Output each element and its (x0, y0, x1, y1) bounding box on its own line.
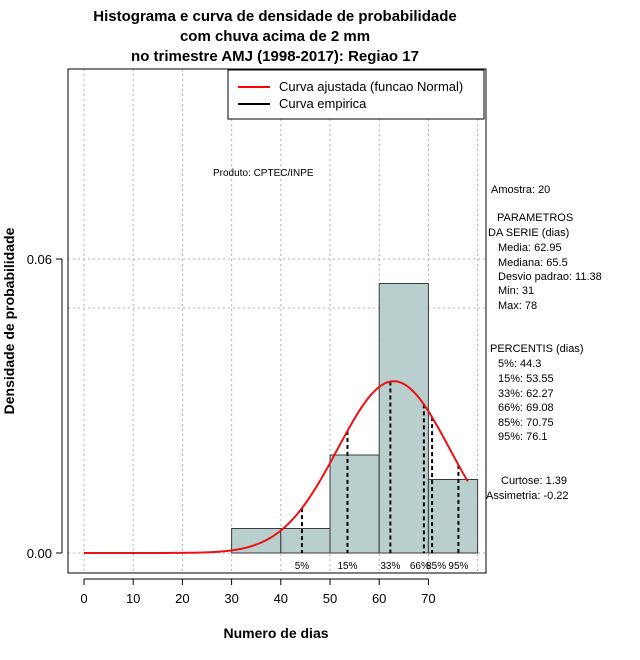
param-max: Max: 78 (498, 300, 537, 312)
histogram-bars (231, 283, 479, 554)
percentiles-title: PERCENTIS (dias) (490, 343, 584, 355)
legend: Curva ajustada (funcao Normal) Curva emp… (227, 69, 485, 120)
x-tick-label: 50 (323, 591, 337, 606)
percentile-lines: 5% 15% 33% 66%85% 95% (295, 381, 469, 572)
histogram-bar (427, 479, 479, 554)
pct-33: 33%: 62.27 (498, 388, 554, 400)
param-stdev: Desvio padrao: 11.38 (498, 271, 602, 283)
pct-66: 66%: 69.08 (498, 402, 554, 414)
x-tick-label: 30 (224, 591, 238, 606)
product-credit: Produto: CPTEC/INPE (213, 168, 314, 179)
chart-title-line-3: no trimestre AMJ (1998-2017): Regiao 17 (131, 48, 419, 65)
legend-label-empirical: Curva empirica (279, 96, 367, 111)
chart-title-line-1: Histograma e curva de densidade de proba… (93, 8, 456, 25)
x-axis: 0 10 20 30 40 50 60 70 (80, 578, 436, 606)
percentile-label: 15% (337, 561, 357, 572)
normal-fit-curve (84, 380, 469, 554)
y-tick-label: 0.00 (27, 546, 52, 561)
stats-panel: Amostra: 20 PARAMETROS DA SERIE (dias) M… (486, 184, 602, 502)
param-min: Min: 31 (498, 285, 534, 297)
x-tick-label: 0 (80, 591, 87, 606)
pct-15: 15%: 53.55 (498, 373, 554, 385)
x-tick-label: 70 (421, 591, 435, 606)
param-mean: Media: 62.95 (498, 242, 562, 254)
skewness: Assimetria: -0.22 (486, 490, 569, 502)
pct-85: 85%: 70.75 (498, 417, 554, 429)
sample-size: Amostra: 20 (491, 184, 550, 196)
parameters-title-2: DA SERIE (dias) (488, 227, 569, 239)
y-tick-label: 0.06 (27, 252, 52, 267)
percentile-label: 33% (380, 561, 400, 572)
parameters-title-1: PARAMETROS (497, 212, 573, 224)
pct-5: 5%: 44.3 (498, 358, 541, 370)
kurtosis: Curtose: 1.39 (501, 475, 567, 487)
percentile-label: 85% (426, 561, 446, 572)
pct-95: 95%: 76.1 (498, 431, 548, 443)
plot-frame (67, 68, 487, 574)
x-tick-label: 10 (126, 591, 140, 606)
percentile-label: 95% (448, 561, 468, 572)
param-median: Mediana: 65.5 (498, 257, 568, 269)
x-axis-label: Numero de dias (223, 625, 328, 641)
histogram-bar (378, 283, 429, 554)
legend-box (227, 69, 485, 120)
y-axis: 0.00 0.06 (27, 252, 63, 561)
x-tick-label: 60 (372, 591, 386, 606)
x-tick-label: 40 (274, 591, 288, 606)
percentile-label: 5% (295, 561, 310, 572)
legend-label-fitted: Curva ajustada (funcao Normal) (279, 79, 463, 94)
histogram-bar (329, 454, 380, 554)
percentile-label: 66% (410, 561, 430, 572)
chart-title-line-2: com chuva acima de 2 mm (180, 28, 370, 45)
x-tick-label: 20 (175, 591, 189, 606)
histogram-bar (280, 528, 331, 554)
y-axis-label: Densidade de probabilidade (1, 227, 17, 414)
